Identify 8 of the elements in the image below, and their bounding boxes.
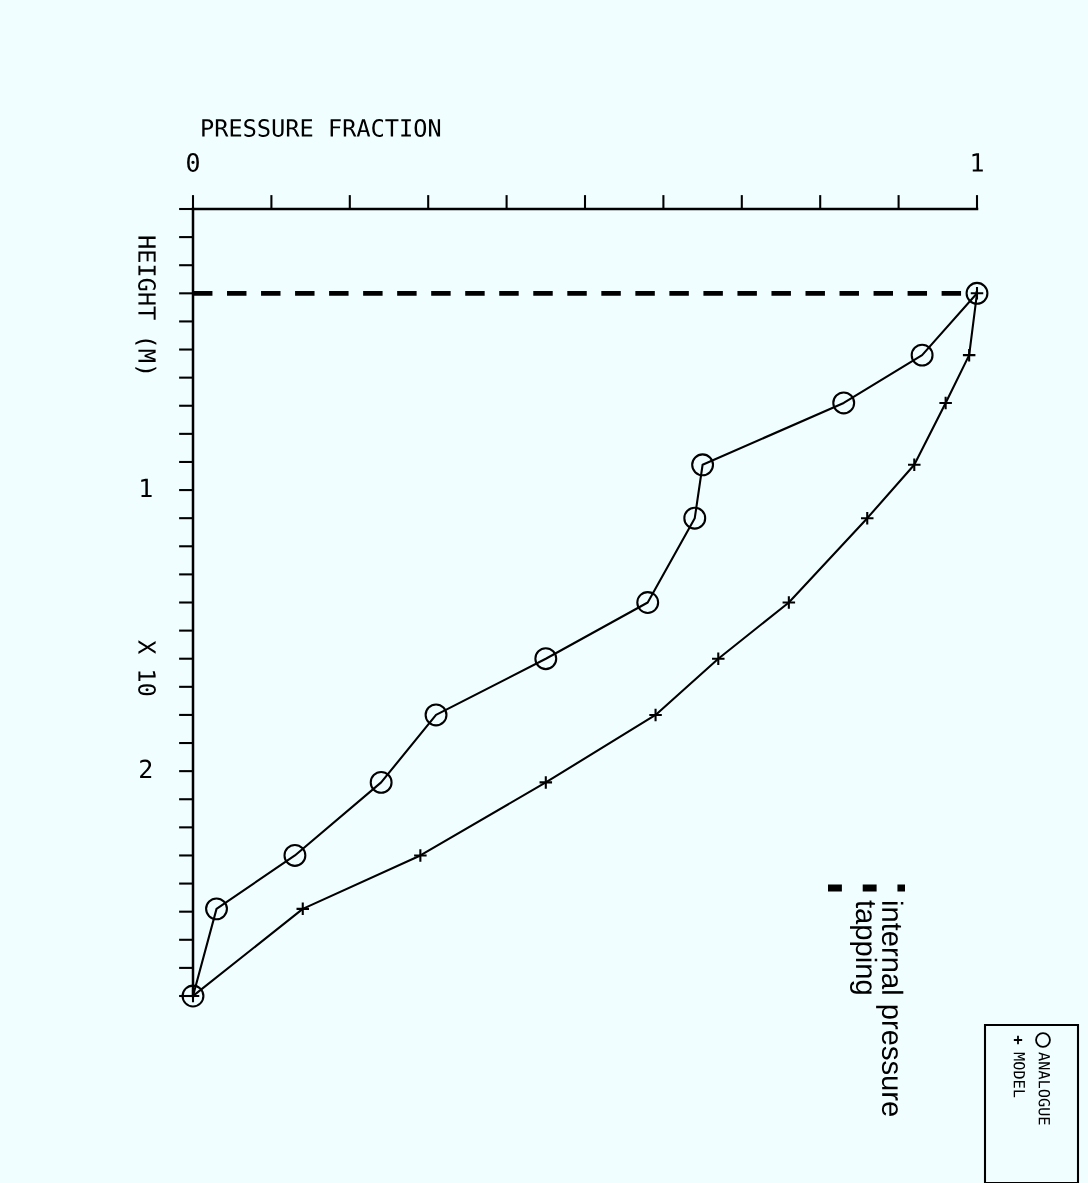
x-axis-title: PRESSURE FRACTION	[202, 119, 441, 137]
text: X 10	[138, 640, 156, 696]
legend-label: internal pressure tapping	[850, 900, 904, 1116]
legend-label: MODEL	[1013, 1052, 1026, 1098]
y-tick-label: 2	[140, 759, 152, 779]
legend-label: ANALOGUE	[1038, 1052, 1051, 1125]
x-tick-label: 0	[187, 152, 199, 172]
y-axis-title: HEIGHT (M)	[135, 236, 157, 373]
